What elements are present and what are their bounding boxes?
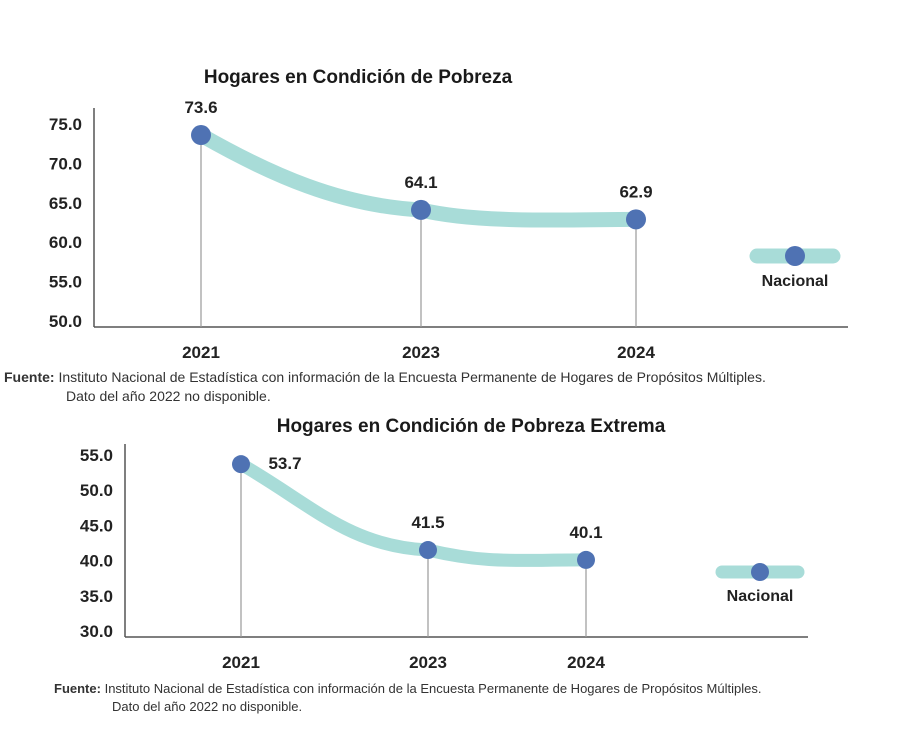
data-point: [411, 199, 431, 220]
data-point: [232, 455, 250, 474]
data-label: 73.6: [184, 98, 217, 117]
source-note-line: Dato del año 2022 no disponible.: [112, 699, 303, 714]
y-tick-label: 50.0: [49, 312, 82, 331]
y-tick-label: 45.0: [80, 516, 113, 535]
chart-pobreza: Hogares en Condición de Pobreza 75.0 70.0 6…: [4, 67, 848, 406]
data-label: 64.1: [404, 173, 437, 192]
legend-label: Nacional: [762, 273, 829, 290]
chart-title: Hogares en Condición de Pobreza Extrema: [277, 416, 666, 437]
y-tick-label: 60.0: [49, 233, 82, 252]
chart-pobreza-plot: Hogares en Condición de Pobreza 75.0 70.0 6…: [49, 67, 848, 362]
x-tick-label: 2021: [222, 653, 260, 672]
x-tick-label: 2024: [617, 343, 655, 362]
source-text: Instituto Nacional de Estadística con in…: [104, 681, 762, 696]
y-tick-label: 55.0: [49, 273, 82, 292]
x-tick-label: 2024: [567, 653, 605, 672]
data-point: [191, 125, 211, 146]
y-tick-label: 65.0: [49, 194, 82, 213]
x-tick-label: 2023: [409, 653, 447, 672]
source-prefix: Fuente:: [54, 681, 101, 696]
y-tick-label: 50.0: [80, 481, 113, 500]
legend-label: Nacional: [727, 588, 794, 605]
data-label: 53.7: [268, 454, 301, 473]
y-tick-label: 75.0: [49, 115, 82, 134]
chart-pobreza-extrema: Hogares en Condición de Pobreza Extrema 5…: [0, 410, 900, 748]
chart-title: Hogares en Condición de Pobreza: [204, 67, 513, 88]
data-point: [577, 550, 595, 569]
y-tick-label: 35.0: [80, 587, 113, 606]
source-note: Fuente: Instituto Nacional de Estadístic…: [4, 368, 766, 406]
x-tick-label: 2023: [402, 343, 440, 362]
data-label: 62.9: [619, 182, 652, 201]
y-tick-label: 70.0: [49, 154, 82, 173]
chart-pobreza-extrema-plot: Hogares en Condición de Pobreza Extrema 5…: [80, 416, 808, 672]
legend-swatch-marker: [785, 246, 805, 266]
data-label: 41.5: [411, 513, 444, 532]
source-text: Instituto Nacional de Estadística con in…: [58, 369, 766, 385]
data-point: [626, 209, 646, 230]
y-tick-label: 30.0: [80, 622, 113, 641]
y-tick-label: 40.0: [80, 552, 113, 571]
legend-swatch-marker: [751, 563, 769, 581]
source-prefix: Fuente:: [4, 369, 55, 385]
source-note-line: Dato del año 2022 no disponible.: [66, 388, 271, 404]
data-label: 40.1: [569, 523, 602, 542]
data-point: [419, 541, 437, 560]
x-tick-label: 2021: [182, 343, 220, 362]
source-note: Fuente: Instituto Nacional de Estadístic…: [54, 680, 761, 716]
y-tick-label: 55.0: [80, 446, 113, 465]
